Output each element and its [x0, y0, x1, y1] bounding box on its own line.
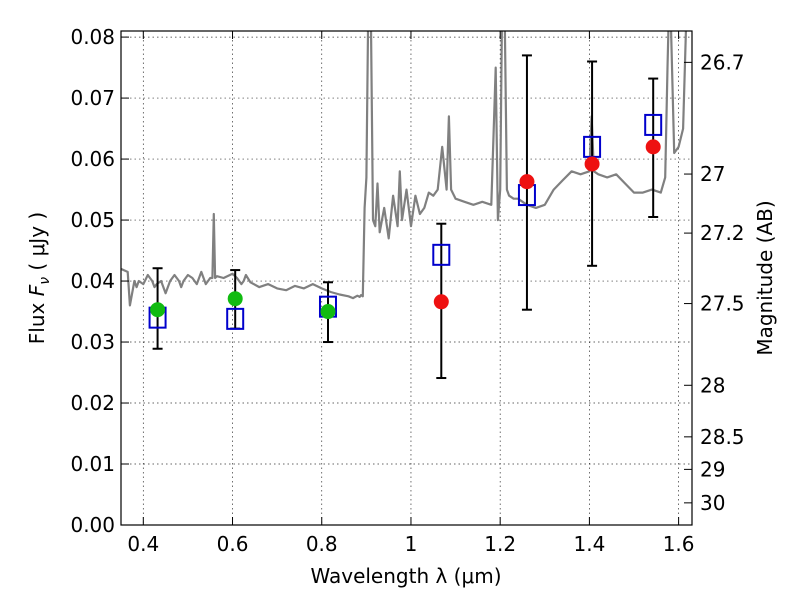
y-axis-label-symbol: F: [25, 284, 49, 296]
green-data-point: [320, 304, 336, 320]
x-axis-label: Wavelength λ (μm): [310, 564, 501, 588]
model-spectrum-line: [121, 31, 688, 307]
red-data-point: [584, 156, 600, 172]
red-data-point: [645, 139, 661, 155]
y-axis-label-prefix: Flux: [25, 296, 49, 344]
y2-tick-label: 30: [700, 491, 725, 515]
plot-frame: [120, 30, 693, 526]
plot-area: [121, 31, 692, 525]
green-data-point: [150, 302, 166, 318]
y-tick-label: 0.02: [70, 391, 115, 415]
y2-tick-label: 27.5: [700, 292, 745, 316]
model-square-marker: [226, 307, 245, 330]
y-axis-label-subscript: ν: [37, 277, 53, 285]
y-tick-label: 0.08: [70, 25, 115, 49]
y2-tick-label: 28.5: [700, 425, 745, 449]
y-axis-label-suffix: ( μJy ): [25, 212, 49, 277]
red-data-point: [433, 294, 449, 310]
x-tick-label: 1.2: [484, 532, 516, 556]
x-tick-label: 1: [405, 532, 418, 556]
model-square-marker: [644, 113, 663, 136]
x-tick-label: 0.8: [306, 532, 338, 556]
y-tick-label: 0.01: [70, 452, 115, 476]
y2-tick-label: 26.7: [700, 50, 745, 74]
model-spectrum-layer: [121, 31, 688, 307]
red-data-point: [519, 174, 535, 190]
y2-tick-label: 28: [700, 373, 725, 397]
y-tick-label: 0.00: [70, 513, 115, 537]
y-tick-label: 0.04: [70, 269, 115, 293]
y2-tick-label: 29: [700, 457, 725, 481]
y2-tick-label: 27: [700, 162, 725, 186]
x-tick-label: 1.6: [663, 532, 695, 556]
y2-tick-label: 27.2: [700, 221, 745, 245]
y-tick-label: 0.03: [70, 330, 115, 354]
x-tick-label: 0.6: [217, 532, 249, 556]
y-axis-label: Flux Fν ( μJy ): [25, 212, 53, 344]
y-tick-label: 0.07: [70, 86, 115, 110]
y2-axis-label: Magnitude (AB): [753, 200, 777, 355]
green-data-point: [227, 291, 243, 307]
axis-ticks: 0.4 0.6 0.8 1 1.2 1.4 1.6 0.00 0.01 0.02 0.03 0.04 0…: [70, 25, 744, 556]
x-tick-label: 1.4: [573, 532, 605, 556]
data-markers: [148, 113, 663, 330]
model-square-marker: [432, 243, 451, 266]
y-tick-label: 0.05: [70, 208, 115, 232]
x-tick-label: 0.4: [127, 532, 159, 556]
y-tick-label: 0.06: [70, 147, 115, 171]
